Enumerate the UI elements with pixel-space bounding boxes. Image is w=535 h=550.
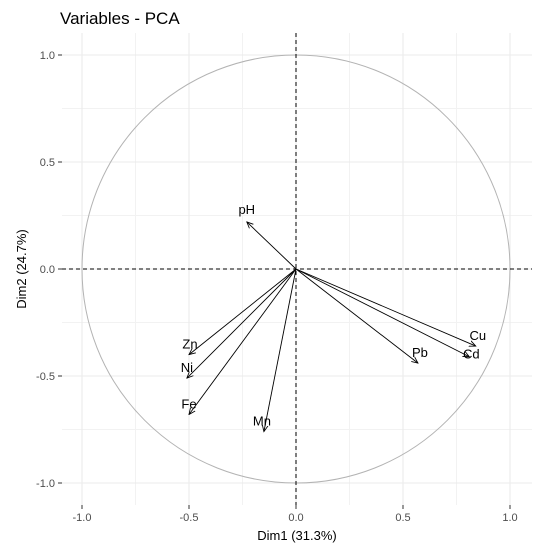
y-axis-ticks: -1.0 -0.5 0.0 0.5 1.0 [36, 50, 62, 490]
x-tick-label: 0.5 [395, 512, 410, 524]
y-tick-label: 0.5 [40, 157, 55, 169]
y-axis-title: Dim2 (24.7%) [14, 229, 29, 308]
variable-labels: pH Zn Ni Fe Mn Pb Cd Cu [181, 202, 486, 429]
label-ph: pH [238, 202, 255, 217]
label-cu: Cu [469, 328, 486, 343]
label-ni: Ni [181, 360, 193, 375]
label-zn: Zn [182, 337, 197, 352]
y-tick-label: -1.0 [36, 478, 55, 490]
y-tick-label: -0.5 [36, 371, 55, 383]
label-pb: Pb [412, 345, 428, 360]
x-tick-label: 0.0 [288, 512, 303, 524]
arrow-zn [189, 268, 297, 355]
x-axis-ticks: -1.0 -0.5 0.0 0.5 1.0 [73, 505, 518, 524]
label-fe: Fe [181, 397, 196, 412]
arrow-ph [247, 222, 297, 270]
x-axis-title: Dim1 (31.3%) [257, 528, 336, 543]
label-mn: Mn [253, 414, 271, 429]
arrow-pb [295, 268, 418, 363]
x-tick-label: -0.5 [180, 512, 199, 524]
label-cd: Cd [463, 347, 480, 362]
arrow-ni [187, 268, 297, 378]
arrow-cd [295, 268, 469, 357]
y-tick-label: 1.0 [40, 50, 55, 62]
arrow-mn [264, 268, 297, 432]
y-tick-label: 0.0 [40, 264, 55, 276]
arrow-cu [295, 268, 476, 346]
x-tick-label: -1.0 [73, 512, 92, 524]
chart-title: Variables - PCA [60, 9, 180, 28]
x-tick-label: 1.0 [502, 512, 517, 524]
variable-arrows [187, 222, 476, 432]
arrow-fe [189, 268, 297, 415]
